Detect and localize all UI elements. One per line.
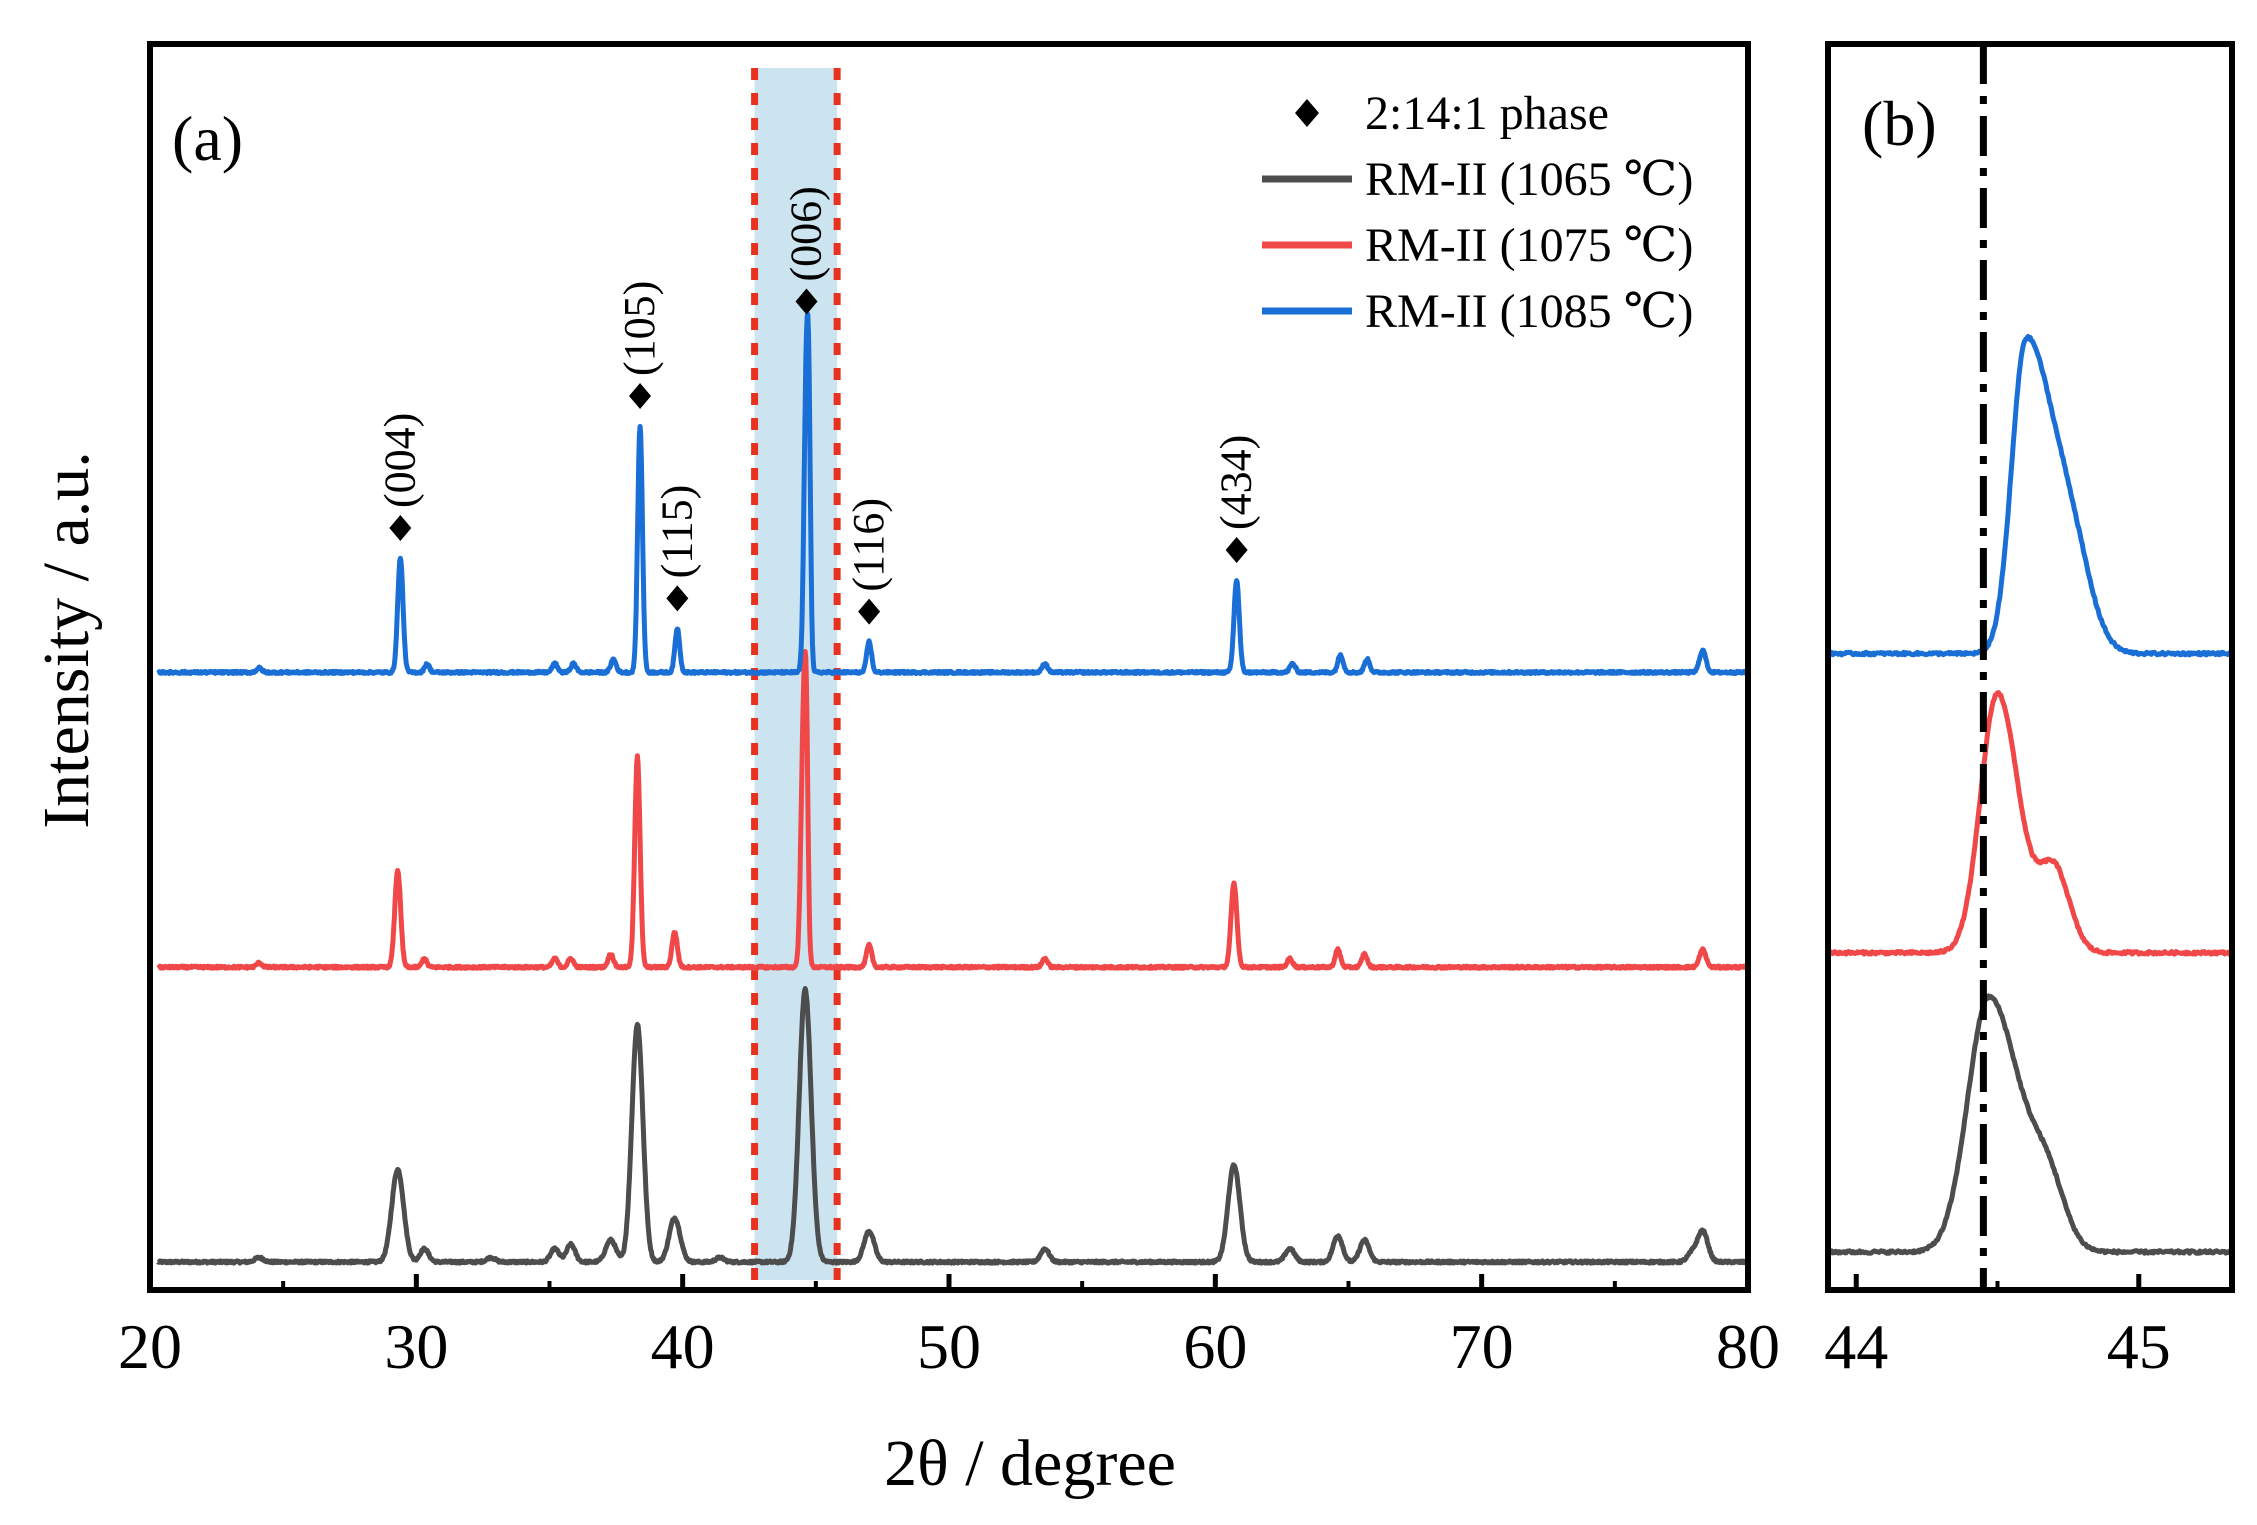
legend-label: 2:14:1 phase <box>1365 87 1609 140</box>
x-tick-label: 45 <box>2107 1311 2171 1382</box>
peak-annotations: (004) (105) (115) (006) (116) (434) <box>375 186 1261 625</box>
peak-annotation-5: (434) <box>1212 435 1261 563</box>
x-tick-label: 60 <box>1183 1311 1247 1382</box>
peak-annotation-3: (006) <box>782 186 831 315</box>
legend-item-s1065: RM-II (1065 ℃) <box>1262 153 1693 206</box>
panel-a-series <box>156 311 1750 1266</box>
diamond-marker <box>795 288 818 315</box>
series-line-b-s1065 <box>1826 993 2234 1256</box>
peak-label: (006) <box>782 186 831 281</box>
panel-b-frame <box>1825 41 2235 1293</box>
panel-b-series <box>1826 333 2234 1256</box>
x-tick-label: 40 <box>651 1311 715 1382</box>
x-tick-label: 80 <box>1716 1311 1780 1382</box>
series-line-a-s1075 <box>156 649 1750 971</box>
legend-label: RM-II (1075 ℃) <box>1365 219 1693 272</box>
diamond-marker <box>629 383 652 409</box>
x-tick-label: 20 <box>118 1311 182 1382</box>
panel-a: (004) (105) (115) (006) (116) (434) 20 30 40 50 6… <box>118 41 1780 1382</box>
peak-annotation-4: (116) <box>844 498 893 625</box>
peak-label: (434) <box>1212 435 1261 530</box>
peak-label: (105) <box>615 281 664 376</box>
y-axis-label: Intensity / a.u. <box>30 451 103 829</box>
series-line-a-s1065 <box>156 986 1750 1266</box>
x-tick-label: 70 <box>1450 1311 1514 1382</box>
panel-b: 44 45 (b) <box>1824 41 2235 1382</box>
peak-label: (116) <box>844 498 893 592</box>
panel-a-x-ticks: 20 30 40 50 60 70 80 <box>118 1274 1780 1382</box>
legend-diamond <box>1295 99 1319 127</box>
peak-label: (004) <box>375 413 424 508</box>
diamond-marker <box>389 515 412 541</box>
legend-item-phase: 2:14:1 phase <box>1295 87 1609 140</box>
series-line-b-s1075 <box>1826 690 2234 957</box>
peak-label: (115) <box>652 485 701 579</box>
diamond-marker <box>858 598 881 625</box>
series-line-b-s1085 <box>1826 333 2233 658</box>
diamond-marker <box>1225 537 1248 563</box>
peak-annotation-0: (004) <box>375 413 424 541</box>
peak-annotation-2: (115) <box>652 485 701 612</box>
x-tick-label: 50 <box>917 1311 981 1382</box>
peak-annotation-1: (105) <box>615 281 664 409</box>
panel-b-x-ticks: 44 45 <box>1824 1274 2171 1382</box>
panel-a-label: (a) <box>172 103 243 174</box>
x-tick-label: 44 <box>1824 1311 1888 1382</box>
series-line-a-s1085 <box>156 311 1750 676</box>
legend-label: RM-II (1085 ℃) <box>1365 285 1693 338</box>
legend-label: RM-II (1065 ℃) <box>1365 153 1693 206</box>
legend-item-s1085: RM-II (1085 ℃) <box>1262 285 1693 338</box>
panel-b-label: (b) <box>1862 88 1937 159</box>
diamond-marker <box>666 585 689 612</box>
legend: 2:14:1 phase RM-II (1065 ℃) RM-II (1075 ℃)… <box>1262 87 1693 338</box>
x-axis-label: 2θ / degree <box>884 1427 1176 1500</box>
x-tick-label: 30 <box>384 1311 448 1382</box>
legend-item-s1075: RM-II (1075 ℃) <box>1262 219 1693 272</box>
